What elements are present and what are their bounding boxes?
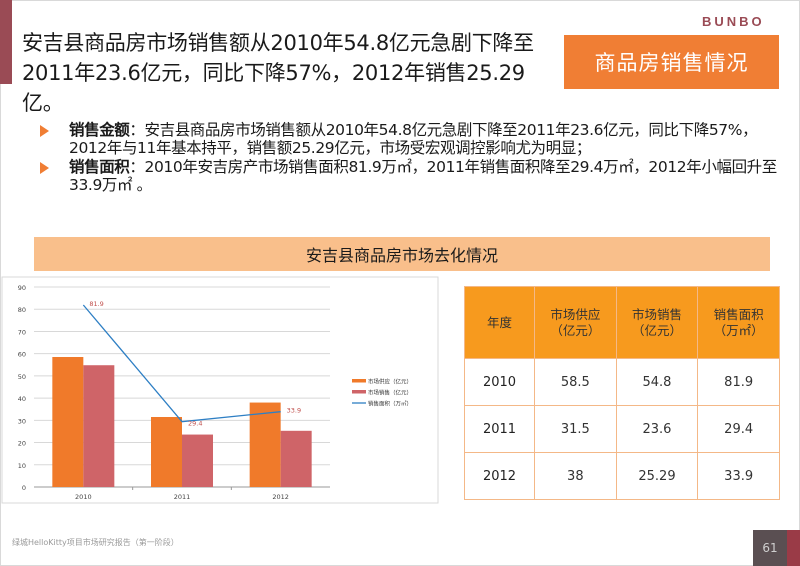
table-cell: 33.9 <box>697 452 780 500</box>
table-header-row: 年度 市场供应 （亿元） 市场销售 （亿元） 销售面积 （万㎡） <box>464 286 780 359</box>
x-tick-label: 2011 <box>174 493 191 501</box>
table-year-cell: 2011 <box>464 405 535 453</box>
page-number: 61 <box>753 530 787 566</box>
table-cell: 23.6 <box>615 405 699 453</box>
x-tick-label: 2010 <box>75 493 92 501</box>
left-accent-bar <box>0 0 12 84</box>
chart-section-title: 安吉县商品房市场去化情况 <box>34 237 770 271</box>
data-label: 81.9 <box>89 300 103 308</box>
headline-line-1: 安吉县商品房市场销售额从2010年54.8亿元急剧下降至 <box>22 31 534 55</box>
table-cell: 38 <box>534 452 617 500</box>
y-tick-label: 30 <box>18 417 26 425</box>
legend-label: 市场供应（亿元） <box>368 378 412 386</box>
table-cell: 58.5 <box>534 358 617 406</box>
bullet-text: ：2010年安吉房产市场销售面积81.9万㎡，2011年销售面积降至29.4万㎡… <box>69 158 777 194</box>
bar <box>280 430 312 487</box>
legend-swatch <box>352 390 366 394</box>
bar <box>52 357 84 487</box>
bar <box>151 417 182 487</box>
table-cell: 54.8 <box>615 358 699 406</box>
sales-table: 年度 市场供应 （亿元） 市场销售 （亿元） 销售面积 （万㎡） 2010 58.5 54.8 8… <box>464 286 780 500</box>
y-tick-label: 10 <box>18 462 26 470</box>
bar <box>83 365 115 487</box>
triangle-bullet-icon <box>40 125 49 137</box>
chart-border <box>1 276 439 504</box>
bullet-label: 销售面积 <box>69 158 130 176</box>
table-year-cell: 2010 <box>464 358 535 406</box>
table-row: 2012 38 25.29 33.9 <box>464 452 780 500</box>
table-cell: 31.5 <box>534 405 617 453</box>
y-tick-label: 90 <box>18 284 26 292</box>
legend-label: 销售面积（万㎡） <box>368 400 412 408</box>
table-row: 2010 58.5 54.8 81.9 <box>464 358 780 406</box>
table-body: 2010 58.5 54.8 81.9 2011 31.5 23.6 29.4 2012 38 25… <box>464 358 780 500</box>
triangle-bullet-icon <box>40 162 49 174</box>
table-header-cell: 市场销售 （亿元） <box>615 286 699 359</box>
footer-report-title: 绿城HelloKitty项目市场研究报告（第一阶段） <box>12 538 179 547</box>
y-tick-label: 80 <box>18 306 26 314</box>
x-tick-label: 2012 <box>272 493 289 501</box>
area-line <box>82 304 281 423</box>
bullet-item: 销售金额：安吉县商品房市场销售额从2010年54.8亿元急剧下降至2011年23… <box>40 121 790 157</box>
legend-swatch <box>352 379 366 383</box>
bar <box>182 434 213 487</box>
y-tick-label: 60 <box>18 351 26 359</box>
y-tick-label: 40 <box>18 395 26 403</box>
bullet-list: 销售金额：安吉县商品房市场销售额从2010年54.8亿元急剧下降至2011年23… <box>40 121 790 195</box>
page-headline: 安吉县商品房市场销售额从2010年54.8亿元急剧下降至 2011年23.6亿元… <box>22 28 562 118</box>
legend-label: 市场销售（亿元） <box>368 389 412 397</box>
table-cell: 29.4 <box>697 405 780 453</box>
table-header-cell: 年度 <box>464 286 535 359</box>
data-label: 29.4 <box>188 420 202 428</box>
brand-logo: BUNBO <box>702 14 765 29</box>
y-tick-label: 0 <box>22 484 26 492</box>
table-cell: 25.29 <box>615 452 699 500</box>
bullet-text: ：安吉县商品房市场销售额从2010年54.8亿元急剧下降至2011年23.6亿元… <box>69 121 758 157</box>
table-year-cell: 2012 <box>464 452 535 500</box>
page-accent-bar <box>787 530 800 566</box>
y-tick-label: 20 <box>18 440 26 448</box>
table-cell: 81.9 <box>697 358 780 406</box>
headline-line-2: 2011年23.6亿元，同比下降57%，2012年销售25.29亿。 <box>22 61 525 115</box>
table-header-cell: 市场供应 （亿元） <box>534 286 617 359</box>
y-tick-label: 50 <box>18 373 26 381</box>
data-label: 33.9 <box>287 407 301 415</box>
table-header-cell: 销售面积 （万㎡） <box>697 286 780 359</box>
table-row: 2011 31.5 23.6 29.4 <box>464 405 780 453</box>
section-title: 商品房销售情况 <box>564 35 779 89</box>
bullet-item: 销售面积：2010年安吉房产市场销售面积81.9万㎡，2011年销售面积降至29… <box>40 158 790 194</box>
bullet-label: 销售金额 <box>69 121 130 139</box>
sales-chart: 0 10 20 30 40 50 60 70 80 90 2010 2011 2012 81.9 29.4 3… <box>1 276 439 504</box>
y-tick-label: 70 <box>18 328 26 336</box>
bar <box>249 402 281 487</box>
